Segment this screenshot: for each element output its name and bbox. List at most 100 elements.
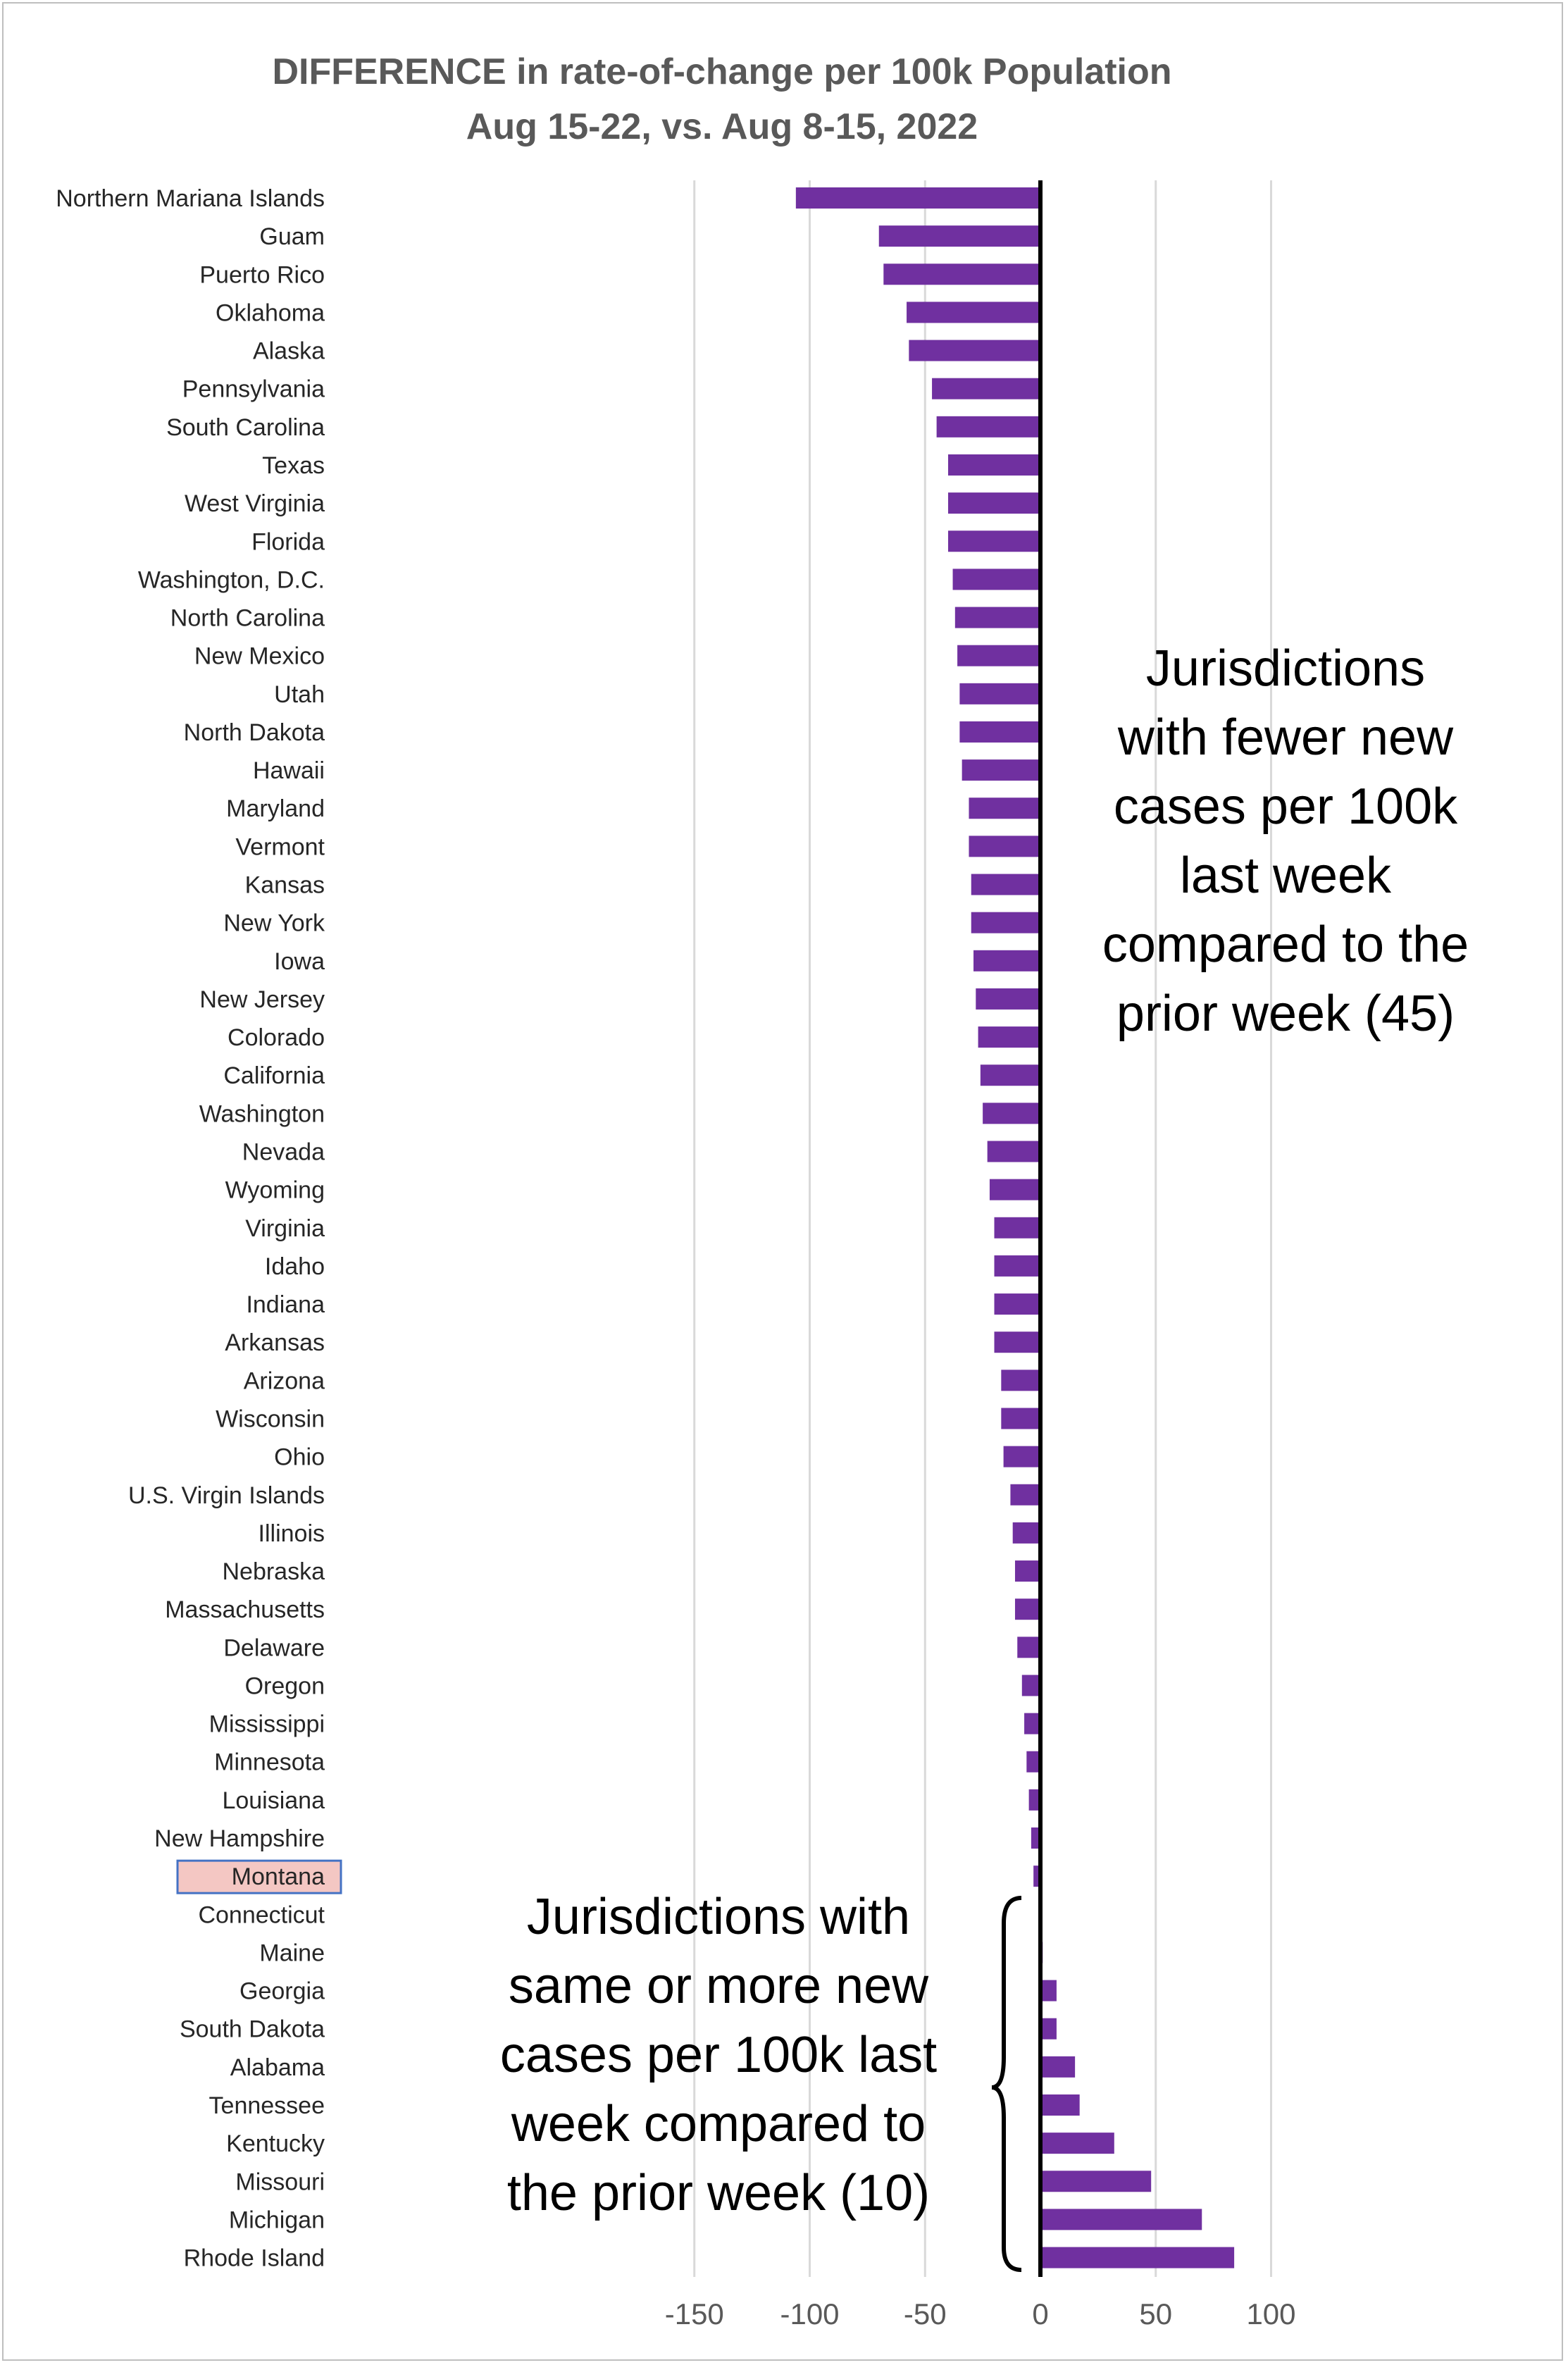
bar [978, 1026, 1040, 1048]
annotation-fewer-cases: Jurisdictions with fewer new cases per 1… [1102, 640, 1469, 1042]
category-label: Washington, D.C. [138, 566, 325, 593]
bar [948, 454, 1040, 476]
x-tick-label: -150 [665, 2297, 724, 2330]
bar [1012, 1522, 1040, 1544]
category-label: South Dakota [180, 2016, 325, 2043]
category-label: North Dakota [184, 719, 325, 746]
chart-title: DIFFERENCE in rate-of-change per 100k Po… [272, 51, 1172, 92]
x-tick-label: 0 [1032, 2297, 1048, 2330]
bar [1040, 2133, 1114, 2154]
bar [1026, 1751, 1040, 1773]
category-label: Louisiana [222, 1787, 325, 1814]
bar [1040, 2247, 1235, 2268]
category-label: Puerto Rico [199, 261, 325, 288]
category-label: Hawaii [253, 757, 325, 784]
category-label: Utah [274, 681, 325, 708]
category-label: Nebraska [222, 1558, 325, 1585]
bar [971, 912, 1040, 933]
bar [959, 721, 1040, 743]
x-tick-label: 100 [1246, 2297, 1295, 2330]
bar [907, 302, 1040, 323]
category-label: Wyoming [225, 1177, 325, 1204]
bar [1028, 1789, 1040, 1811]
category-label: U.S. Virgin Islands [128, 1482, 325, 1509]
x-tick-label: 50 [1139, 2297, 1172, 2330]
category-label: Tennessee [209, 2092, 325, 2119]
bar [1024, 1713, 1040, 1734]
x-tick-label: -100 [780, 2297, 839, 2330]
bar [1040, 2056, 1076, 2078]
bar [1014, 1599, 1040, 1620]
bar [1001, 1408, 1040, 1429]
bar [994, 1293, 1040, 1315]
category-label: Arkansas [225, 1329, 325, 1356]
bar [994, 1332, 1040, 1353]
bar [1010, 1484, 1040, 1506]
category-label: Ohio [274, 1444, 325, 1471]
bars [795, 187, 1235, 2268]
bar [932, 378, 1040, 399]
bar [1021, 1675, 1040, 1696]
category-label: North Carolina [170, 605, 325, 632]
category-label: Kentucky [226, 2130, 325, 2157]
bar [969, 797, 1040, 819]
category-label: Wisconsin [216, 1405, 325, 1432]
bar [971, 874, 1040, 895]
category-label: West Virginia [185, 490, 325, 517]
bar [976, 988, 1040, 1010]
category-label: Virginia [245, 1215, 325, 1242]
category-label: Mississippi [209, 1711, 325, 1738]
bar [948, 530, 1040, 552]
category-label: Idaho [265, 1253, 325, 1280]
bar [1003, 1446, 1040, 1467]
category-label: Oregon [245, 1672, 325, 1699]
bar [987, 1141, 1040, 1162]
bar [994, 1255, 1040, 1277]
category-label: Guam [259, 223, 325, 250]
bar [878, 225, 1040, 247]
bar [1040, 2094, 1080, 2116]
chart-subtitle: Aug 15-22, vs. Aug 8-15, 2022 [466, 106, 978, 147]
category-label: New York [223, 910, 325, 937]
category-label: Maine [259, 1939, 325, 1966]
category-label: Indiana [246, 1291, 325, 1318]
category-label: Minnesota [214, 1749, 325, 1776]
bar [962, 759, 1040, 781]
highlight-box [176, 1859, 342, 1894]
category-label: Iowa [274, 948, 325, 975]
category-label: Pennsylvania [182, 376, 325, 403]
category-label: Georgia [239, 1978, 325, 2005]
bar [1040, 2018, 1057, 2040]
category-label: Texas [262, 452, 325, 479]
bar [1014, 1560, 1040, 1582]
category-label: Maryland [226, 795, 325, 822]
category-label: South Carolina [166, 414, 325, 441]
bar [957, 645, 1040, 666]
bar [994, 1217, 1040, 1239]
bar [1017, 1637, 1040, 1658]
category-label: Kansas [245, 872, 325, 899]
annotation-more-cases: Jurisdictions with same or more new case… [499, 1889, 938, 2221]
brace-icon [991, 1896, 1022, 2272]
bar [980, 1064, 1040, 1086]
category-label: New Mexico [194, 643, 325, 670]
bar [936, 416, 1040, 437]
bar [959, 683, 1040, 704]
bar [1040, 2171, 1152, 2192]
category-label: Illinois [259, 1520, 325, 1547]
bar [969, 836, 1040, 857]
category-label: Missouri [235, 2168, 325, 2195]
category-label: Nevada [242, 1139, 325, 1166]
bar [1031, 1827, 1040, 1849]
category-label: New Jersey [199, 986, 325, 1013]
category-label: New Hampshire [154, 1825, 325, 1852]
category-label: Colorado [228, 1024, 325, 1051]
category-label: Vermont [235, 833, 325, 860]
gridlines [693, 180, 1272, 2277]
category-label: Alabama [230, 2054, 325, 2081]
category-labels: Northern Mariana Islands Guam Puerto Rico O… [56, 185, 342, 2272]
bar [1001, 1370, 1040, 1391]
bar [1040, 1980, 1057, 2001]
